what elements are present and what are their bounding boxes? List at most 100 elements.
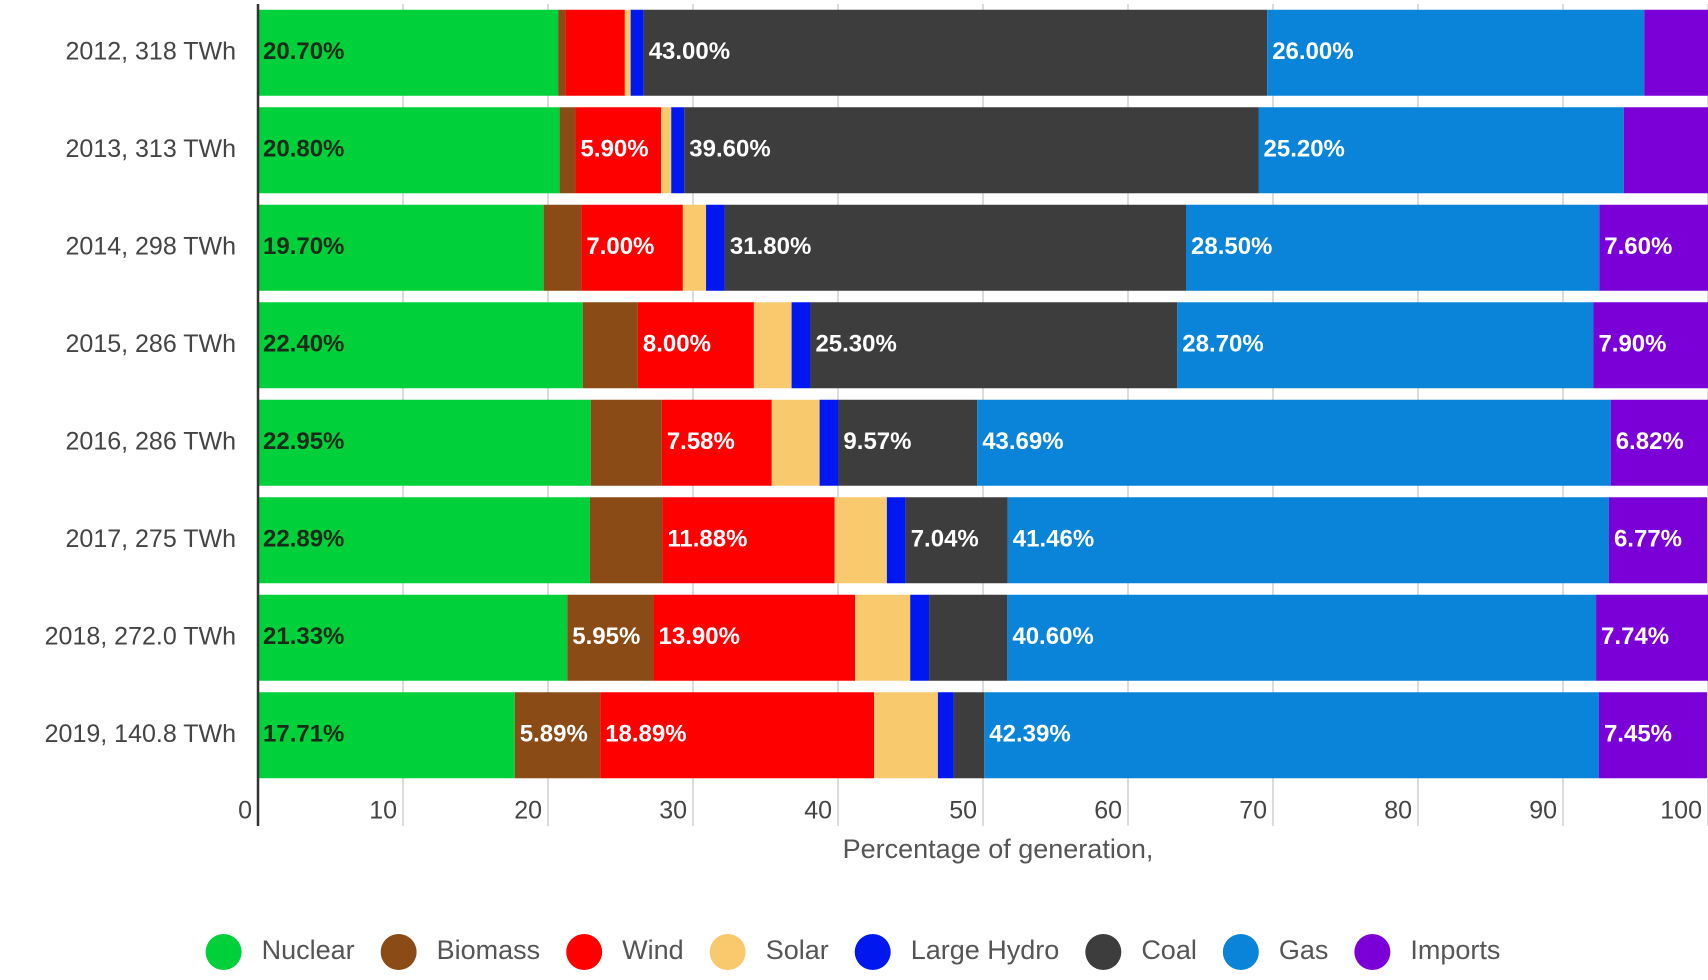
bar-segment (910, 594, 930, 681)
legend-swatch (1085, 934, 1122, 970)
data-label: 7.04% (911, 526, 979, 553)
bar-segment (514, 692, 601, 779)
y-tick-label: 2015, 286 TWh (66, 330, 236, 358)
data-label: 25.20% (1264, 136, 1345, 163)
data-label: 5.90% (581, 136, 649, 163)
bar-segment (834, 497, 887, 584)
data-label: 6.82% (1616, 428, 1684, 455)
legend-swatch (566, 934, 603, 970)
data-label: 39.60% (689, 136, 770, 163)
bar-segment (1258, 107, 1624, 194)
x-tick-label: 80 (1384, 797, 1412, 825)
bar-segment (567, 594, 654, 681)
bar-segment (559, 107, 576, 194)
data-label: 7.58% (667, 428, 735, 455)
data-label: 7.90% (1598, 331, 1666, 358)
data-label: 11.88% (667, 526, 747, 553)
bar-segment (1598, 692, 1707, 779)
bar-segment (1610, 399, 1708, 486)
bar-segment (937, 692, 954, 779)
bar-segment (984, 692, 1599, 779)
bar-segment (682, 204, 707, 291)
x-tick-label: 50 (949, 797, 977, 825)
bar-segment (905, 497, 1008, 584)
y-tick-label: 2012, 318 TWh (66, 37, 236, 65)
data-label: 13.90% (659, 623, 740, 650)
y-tick-label: 2018, 272.0 TWh (45, 622, 236, 650)
data-label: 42.39% (989, 721, 1070, 748)
data-label: 41.46% (1013, 526, 1094, 553)
bar-segment (565, 9, 625, 96)
bar-segment (637, 302, 754, 389)
bar-segment (1623, 107, 1708, 194)
bar-segment (1593, 302, 1708, 389)
data-label: 22.40% (263, 331, 344, 358)
data-label: 7.60% (1604, 233, 1672, 260)
legend-swatch (380, 934, 417, 970)
bar-segment (590, 399, 662, 486)
bar-segment (661, 399, 772, 486)
bar-segment (258, 9, 559, 96)
data-label: 7.45% (1604, 721, 1672, 748)
data-label: 43.00% (649, 38, 730, 65)
y-tick-label: 2013, 313 TWh (66, 135, 236, 163)
bar-segment (684, 107, 1259, 194)
x-tick-label: 100 (1660, 797, 1702, 825)
bar-segment (1608, 497, 1708, 584)
data-label: 9.57% (843, 428, 911, 455)
bar-segment (1644, 9, 1708, 96)
bar-segment (630, 9, 644, 96)
bar-segment (653, 594, 856, 681)
bar-segment (838, 399, 978, 486)
data-label: 22.89% (263, 526, 344, 553)
x-tick-label: 10 (369, 797, 397, 825)
bar-segment (1007, 594, 1597, 681)
bar-segment (819, 399, 839, 486)
x-tick-label: 70 (1239, 797, 1267, 825)
bar-segment (258, 302, 583, 389)
data-label: 26.00% (1272, 38, 1353, 65)
data-label: 7.00% (586, 233, 654, 260)
legend-label: Nuclear (262, 935, 355, 965)
legend-label: Imports (1410, 935, 1500, 965)
data-label: 21.33% (263, 623, 344, 650)
legend-label: Gas (1279, 935, 1329, 965)
x-tick-label: 20 (514, 797, 542, 825)
bar-segment (855, 594, 911, 681)
bar-segment (1177, 302, 1594, 389)
data-label: 5.89% (520, 721, 588, 748)
bar-segment (661, 107, 672, 194)
bar-segment (1007, 497, 1609, 584)
data-label: 5.95% (572, 623, 640, 650)
bar-segment (1596, 594, 1708, 681)
bar-segment (1267, 9, 1645, 96)
data-label: 20.70% (263, 38, 344, 65)
x-tick-label: 90 (1529, 797, 1557, 825)
bar-segment (589, 497, 663, 584)
bar-segment (753, 302, 792, 389)
y-tick-label: 2017, 275 TWh (66, 525, 236, 553)
y-tick-label: 2014, 298 TWh (66, 232, 236, 260)
data-label: 43.69% (982, 428, 1063, 455)
bar-segment (671, 107, 685, 194)
x-tick-label: 0 (238, 797, 252, 825)
bar-segment (886, 497, 906, 584)
bar-segment (706, 204, 725, 291)
data-label: 7.74% (1601, 623, 1669, 650)
legend-label: Large Hydro (911, 935, 1060, 965)
bar-segment (558, 9, 566, 96)
data-label: 19.70% (263, 233, 344, 260)
bar-segment (662, 497, 835, 584)
data-label: 6.77% (1614, 526, 1682, 553)
bar-segment (624, 9, 631, 96)
x-tick-label: 30 (659, 797, 687, 825)
data-label: 28.50% (1191, 233, 1272, 260)
legend-label: Coal (1141, 935, 1197, 965)
legend: Nuclear Biomass Wind Solar Large Hydro Coal Ga… (205, 934, 1500, 970)
bar-segment (575, 107, 662, 194)
data-label: 28.70% (1182, 331, 1263, 358)
bar-segment (953, 692, 985, 779)
bar-segment (929, 594, 1008, 681)
x-tick-label: 60 (1094, 797, 1122, 825)
